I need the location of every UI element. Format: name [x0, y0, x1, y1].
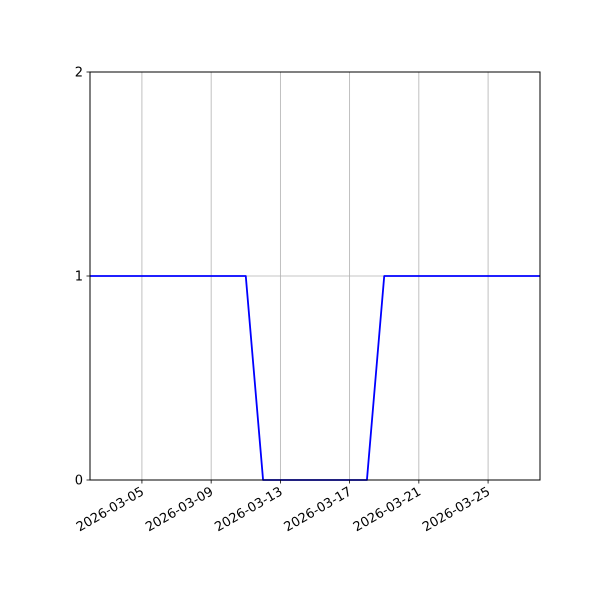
y-tick-label: 0 — [75, 474, 83, 489]
y-axis: 0 1 2 — [75, 66, 90, 489]
y-tick-label: 1 — [75, 270, 83, 285]
y-tick-label: 2 — [75, 66, 83, 81]
